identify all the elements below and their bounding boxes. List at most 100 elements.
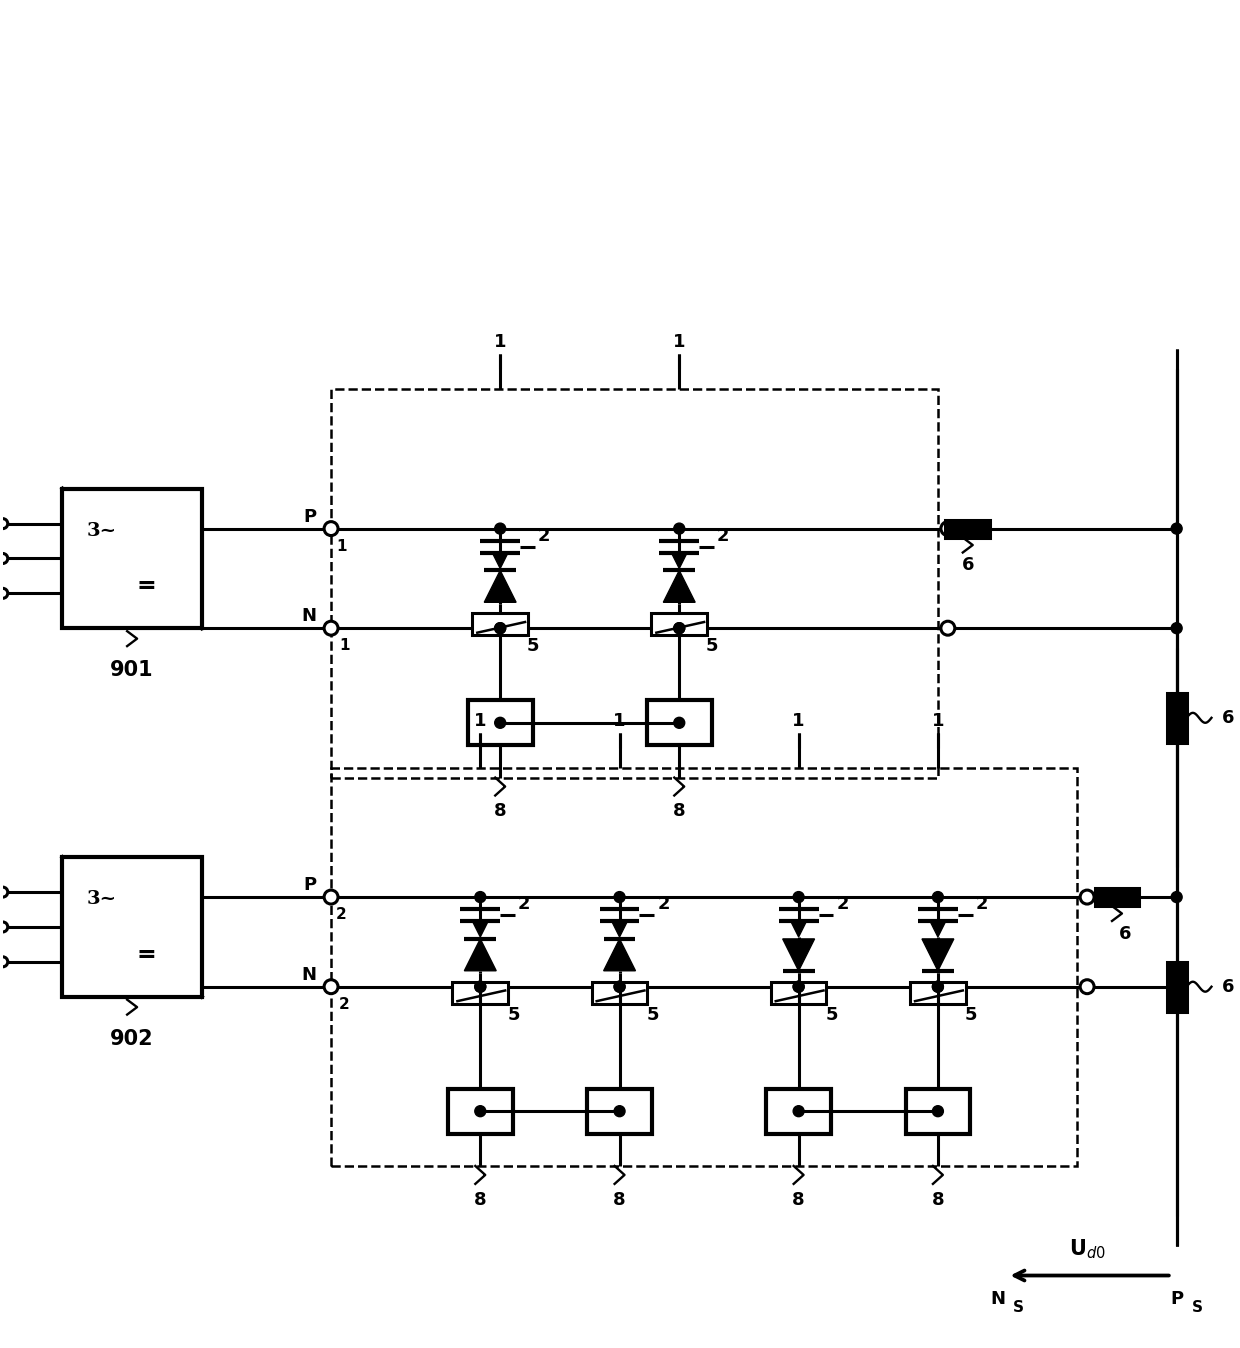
- Text: 6: 6: [961, 557, 973, 574]
- Circle shape: [495, 717, 506, 728]
- Circle shape: [1080, 890, 1094, 905]
- Circle shape: [673, 717, 684, 728]
- Circle shape: [0, 922, 7, 931]
- Text: =: =: [136, 942, 156, 967]
- Bar: [62, 489, 202, 628]
- Text: 1: 1: [792, 712, 805, 729]
- Text: 2: 2: [657, 895, 670, 913]
- Circle shape: [495, 623, 506, 634]
- Circle shape: [1172, 891, 1182, 903]
- Circle shape: [0, 887, 7, 896]
- Text: 6: 6: [1118, 925, 1131, 944]
- Circle shape: [794, 981, 804, 992]
- Text: 1: 1: [494, 333, 506, 352]
- Text: 5: 5: [507, 1006, 520, 1023]
- Circle shape: [1172, 523, 1182, 534]
- Polygon shape: [485, 570, 516, 603]
- Text: 2: 2: [538, 527, 551, 545]
- Text: 8: 8: [494, 802, 506, 821]
- Polygon shape: [791, 921, 806, 937]
- Polygon shape: [472, 921, 489, 937]
- Text: 8: 8: [931, 1190, 944, 1209]
- Circle shape: [673, 623, 684, 634]
- Text: 1: 1: [474, 712, 486, 729]
- Text: N: N: [990, 1290, 1006, 1309]
- Text: 1: 1: [339, 638, 350, 654]
- Circle shape: [475, 1105, 486, 1116]
- Circle shape: [673, 623, 684, 634]
- Text: 2: 2: [518, 895, 531, 913]
- Circle shape: [932, 981, 944, 992]
- Circle shape: [614, 1105, 625, 1116]
- Circle shape: [475, 981, 486, 992]
- Text: 5: 5: [706, 638, 719, 655]
- Text: 1: 1: [673, 333, 686, 352]
- Circle shape: [794, 1105, 804, 1116]
- Circle shape: [614, 891, 625, 903]
- Text: P: P: [303, 876, 316, 894]
- Text: 1: 1: [614, 712, 626, 729]
- Text: 1: 1: [931, 712, 944, 729]
- Text: 2: 2: [339, 996, 350, 1011]
- Circle shape: [0, 554, 7, 563]
- Polygon shape: [930, 921, 946, 937]
- Bar: [651, 613, 707, 635]
- Circle shape: [324, 522, 339, 535]
- Bar: [1167, 693, 1187, 743]
- Text: 5: 5: [965, 1006, 977, 1023]
- Text: =: =: [136, 574, 156, 599]
- Polygon shape: [611, 921, 627, 937]
- Bar: [591, 981, 647, 1004]
- Bar: [472, 613, 528, 635]
- Bar: [62, 857, 202, 996]
- Text: 2: 2: [837, 895, 849, 913]
- Circle shape: [1080, 980, 1094, 993]
- Text: 6: 6: [1221, 709, 1234, 727]
- Bar: [453, 981, 508, 1004]
- Circle shape: [0, 588, 7, 599]
- Text: N: N: [301, 607, 316, 625]
- Circle shape: [932, 981, 944, 992]
- Text: 6: 6: [1221, 977, 1234, 996]
- Circle shape: [475, 981, 486, 992]
- Circle shape: [0, 957, 7, 967]
- Text: 902: 902: [110, 1029, 154, 1049]
- Text: 5: 5: [646, 1006, 658, 1023]
- Text: S: S: [1192, 1301, 1203, 1316]
- Bar: [910, 981, 966, 1004]
- Text: 8: 8: [474, 1190, 486, 1209]
- Circle shape: [324, 621, 339, 635]
- Text: 8: 8: [792, 1190, 805, 1209]
- Bar: [905, 1089, 970, 1134]
- Circle shape: [932, 1105, 944, 1116]
- Bar: [588, 1089, 652, 1134]
- Circle shape: [941, 621, 955, 635]
- Text: P: P: [1171, 1290, 1183, 1309]
- Text: P: P: [303, 508, 316, 526]
- Circle shape: [475, 891, 486, 903]
- Text: S: S: [1013, 1301, 1023, 1316]
- Circle shape: [495, 523, 506, 534]
- Circle shape: [614, 981, 625, 992]
- Circle shape: [614, 981, 625, 992]
- Bar: [448, 1089, 512, 1134]
- Polygon shape: [782, 940, 815, 971]
- Circle shape: [1172, 981, 1182, 992]
- Circle shape: [673, 523, 684, 534]
- Text: 2: 2: [336, 907, 347, 922]
- Bar: [647, 701, 712, 745]
- Text: 3~: 3~: [87, 890, 117, 909]
- Text: 8: 8: [673, 802, 686, 821]
- Text: 8: 8: [614, 1190, 626, 1209]
- Circle shape: [324, 890, 339, 905]
- Bar: [945, 519, 990, 538]
- Polygon shape: [464, 940, 496, 971]
- Text: 5: 5: [527, 638, 539, 655]
- Circle shape: [794, 981, 804, 992]
- Circle shape: [324, 980, 339, 993]
- Text: 901: 901: [110, 661, 154, 679]
- Text: 2: 2: [717, 527, 729, 545]
- Text: U$_{d0}$: U$_{d0}$: [1069, 1237, 1106, 1260]
- Text: N: N: [301, 965, 316, 984]
- Circle shape: [1172, 623, 1182, 634]
